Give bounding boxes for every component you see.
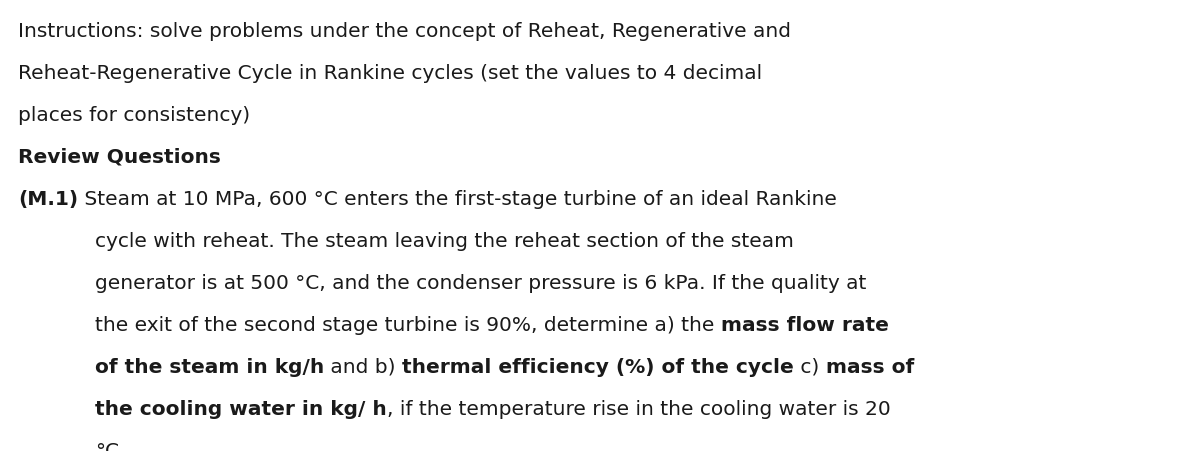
Text: Review Questions: Review Questions <box>18 147 221 166</box>
Text: places for consistency): places for consistency) <box>18 106 250 125</box>
Text: generator is at 500 °C, and the condenser pressure is 6 kPa. If the quality at: generator is at 500 °C, and the condense… <box>95 273 866 292</box>
Text: the cooling water in kg/ h: the cooling water in kg/ h <box>95 399 386 418</box>
Text: Steam at 10 MPa, 600 °C enters the first-stage turbine of an ideal Rankine: Steam at 10 MPa, 600 °C enters the first… <box>78 189 838 208</box>
Text: of the steam in kg/h: of the steam in kg/h <box>95 357 324 376</box>
Text: , if the temperature rise in the cooling water is 20: , if the temperature rise in the cooling… <box>386 399 890 418</box>
Text: Instructions: solve problems under the concept of Reheat, Regenerative and: Instructions: solve problems under the c… <box>18 22 791 41</box>
Text: and b): and b) <box>324 357 402 376</box>
Text: °C.: °C. <box>95 441 125 451</box>
Text: mass flow rate: mass flow rate <box>721 315 889 334</box>
Text: c): c) <box>794 357 826 376</box>
Text: Reheat-Regenerative Cycle in Rankine cycles (set the values to 4 decimal: Reheat-Regenerative Cycle in Rankine cyc… <box>18 64 762 83</box>
Text: (M.1): (M.1) <box>18 189 78 208</box>
Text: cycle with reheat. The steam leaving the reheat section of the steam: cycle with reheat. The steam leaving the… <box>95 231 794 250</box>
Text: the exit of the second stage turbine is 90%, determine a) the: the exit of the second stage turbine is … <box>95 315 721 334</box>
Text: mass of: mass of <box>826 357 913 376</box>
Text: thermal efficiency (%) of the cycle: thermal efficiency (%) of the cycle <box>402 357 794 376</box>
